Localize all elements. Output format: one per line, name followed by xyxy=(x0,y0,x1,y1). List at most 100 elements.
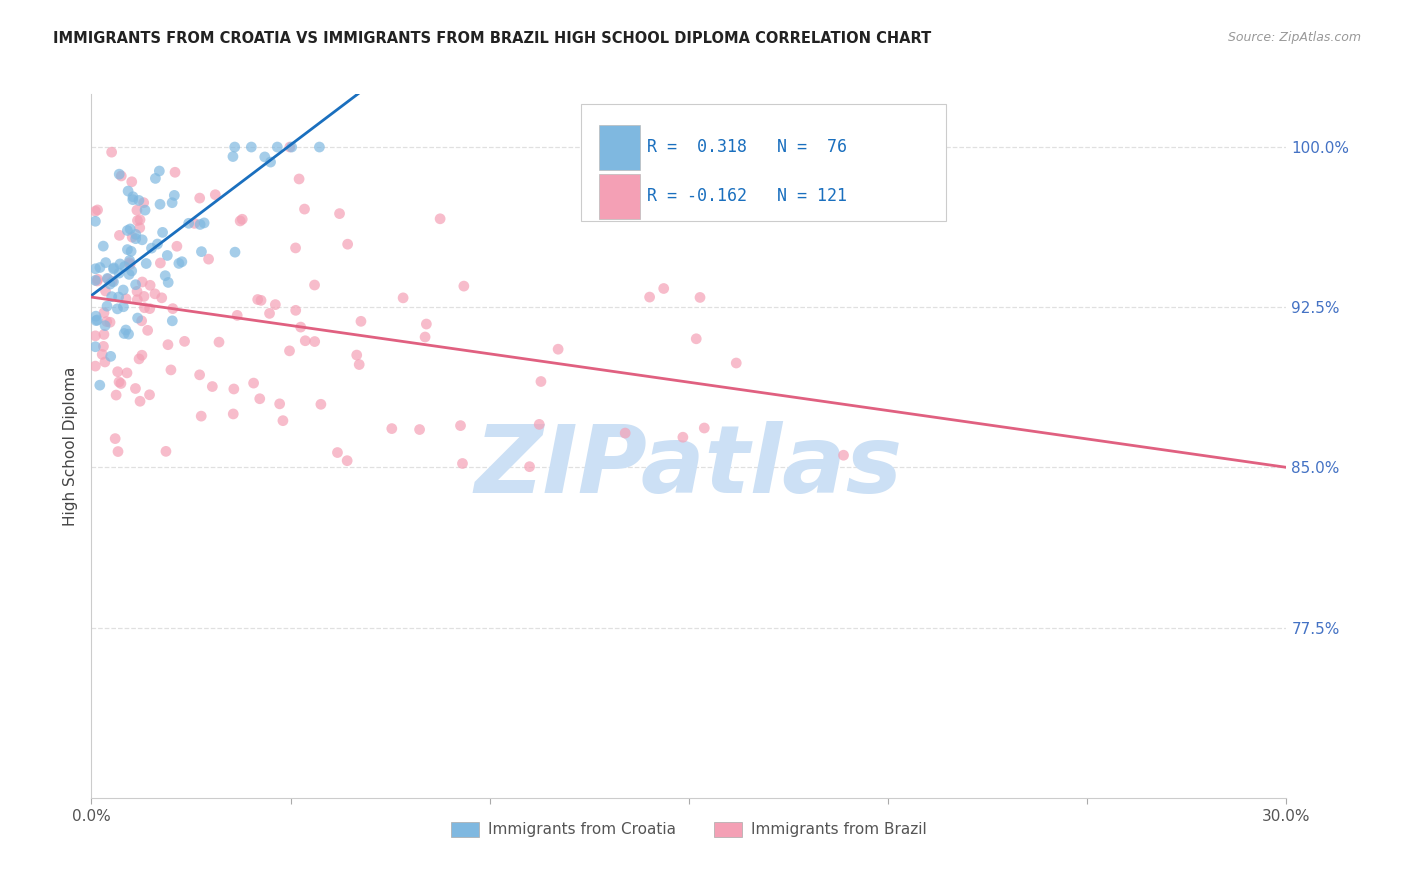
Point xyxy=(685,332,707,346)
Point xyxy=(453,279,475,293)
Point xyxy=(128,194,150,208)
Point xyxy=(278,140,301,154)
FancyBboxPatch shape xyxy=(599,174,640,219)
Point xyxy=(188,218,211,232)
Point xyxy=(266,140,288,154)
Point xyxy=(94,355,117,369)
Point xyxy=(231,212,253,227)
Point xyxy=(264,297,287,311)
Point xyxy=(97,272,120,286)
Point xyxy=(118,268,141,282)
Point xyxy=(451,457,474,471)
Point xyxy=(103,261,125,276)
Point xyxy=(832,448,855,462)
Point xyxy=(148,164,170,178)
Point xyxy=(429,211,451,226)
Point xyxy=(84,204,107,219)
Point xyxy=(167,256,190,270)
Point xyxy=(284,303,307,318)
Point xyxy=(290,320,312,334)
Point xyxy=(84,329,107,343)
Point xyxy=(155,268,177,283)
Point xyxy=(259,306,281,320)
Point xyxy=(132,195,155,210)
Point xyxy=(118,253,141,268)
Point xyxy=(84,261,107,276)
Point xyxy=(529,417,551,432)
Point xyxy=(139,278,162,293)
Point xyxy=(149,256,172,270)
Point xyxy=(108,167,131,181)
Point xyxy=(120,222,142,236)
Point xyxy=(188,368,211,382)
Point xyxy=(84,309,107,323)
Point xyxy=(107,290,129,304)
Point xyxy=(226,309,249,323)
Point xyxy=(294,202,316,216)
Point xyxy=(117,223,139,237)
Point xyxy=(107,365,129,379)
Point xyxy=(84,214,107,228)
Point xyxy=(115,366,138,380)
Point xyxy=(160,195,183,210)
Point xyxy=(193,216,215,230)
Point xyxy=(135,256,157,270)
Point xyxy=(115,323,138,337)
Point xyxy=(197,252,219,267)
Point xyxy=(107,301,129,316)
Point xyxy=(136,323,159,337)
Point xyxy=(177,216,200,230)
Point xyxy=(222,407,245,421)
Point xyxy=(127,293,149,307)
Point xyxy=(170,254,193,268)
Point xyxy=(86,313,108,327)
Point xyxy=(134,203,156,218)
Point xyxy=(156,248,179,262)
Text: IMMIGRANTS FROM CROATIA VS IMMIGRANTS FROM BRAZIL HIGH SCHOOL DIPLOMA CORRELATIO: IMMIGRANTS FROM CROATIA VS IMMIGRANTS FR… xyxy=(53,31,932,46)
Point xyxy=(284,241,307,255)
Point xyxy=(96,315,118,329)
Point xyxy=(614,426,637,441)
Point xyxy=(91,347,114,361)
Point xyxy=(131,314,153,328)
Y-axis label: High School Diploma: High School Diploma xyxy=(63,367,79,525)
Point xyxy=(125,285,148,299)
Point xyxy=(415,317,437,331)
Point xyxy=(131,233,153,247)
Point xyxy=(124,382,146,396)
Point xyxy=(304,278,326,293)
Point xyxy=(117,184,139,198)
FancyBboxPatch shape xyxy=(582,104,946,220)
Point xyxy=(117,243,139,257)
Point xyxy=(132,289,155,303)
Point xyxy=(120,257,142,271)
Point xyxy=(249,392,271,406)
Point xyxy=(87,272,110,286)
Point xyxy=(381,421,404,435)
Point xyxy=(309,397,332,411)
Point xyxy=(93,306,115,320)
Point xyxy=(652,281,675,295)
Point xyxy=(108,257,131,271)
Point xyxy=(229,214,252,228)
Point xyxy=(280,140,302,154)
Point xyxy=(188,191,211,205)
Point xyxy=(162,301,184,316)
Point xyxy=(149,197,172,211)
Point xyxy=(103,275,125,289)
Point xyxy=(240,140,263,154)
Point xyxy=(128,220,150,235)
Point xyxy=(155,444,177,458)
Point xyxy=(124,277,146,292)
Point xyxy=(98,277,121,291)
Point xyxy=(131,275,153,289)
Point xyxy=(347,358,370,372)
Point xyxy=(110,169,132,183)
Point xyxy=(222,149,245,163)
Point xyxy=(100,290,122,304)
Point xyxy=(183,216,205,230)
Point xyxy=(89,378,111,392)
Point xyxy=(224,245,246,260)
Point xyxy=(547,342,569,356)
Point xyxy=(84,340,107,354)
